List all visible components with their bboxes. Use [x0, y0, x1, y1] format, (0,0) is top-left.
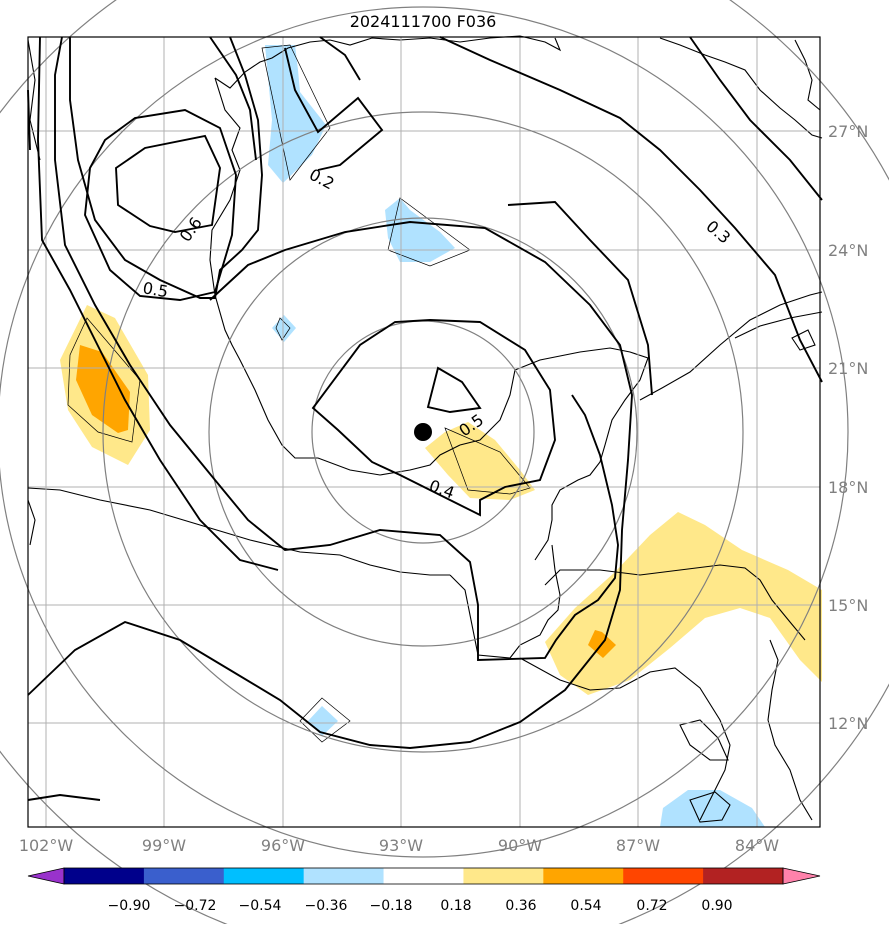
- lon-label: 102°W: [19, 836, 74, 855]
- colorbar-frame: [63, 867, 784, 885]
- lon-label: 96°W: [261, 836, 305, 855]
- colorbar-segment: [383, 868, 464, 884]
- colorbar-tick-label: 0.90: [701, 898, 732, 914]
- colorbar-tick-label: −0.54: [239, 898, 282, 914]
- lon-label: 84°W: [735, 836, 779, 855]
- colorbar-tick-label: 0.54: [570, 898, 601, 914]
- contour: [284, 47, 384, 171]
- colorbar-segment: [543, 868, 624, 884]
- lat-label: 27°N: [828, 122, 868, 141]
- colorbar-segment: [623, 868, 704, 884]
- contour: [426, 366, 482, 413]
- contour: [84, 109, 237, 301]
- lon-label: 93°W: [379, 836, 423, 855]
- colorbar-segment: [223, 868, 305, 884]
- colorbar: −0.90 −0.72 −0.54 −0.36 −0.18 0.18 0.36 …: [27, 867, 821, 914]
- negative-anomaly-patch: [660, 790, 765, 827]
- contour: [507, 201, 653, 396]
- range-ring: [0, 6, 849, 858]
- cuba-coastline: [639, 291, 823, 401]
- west-pacific-coastline: [27, 499, 36, 546]
- contour-label: 0.5: [141, 278, 169, 301]
- colorbar-tick-label: 0.36: [505, 898, 536, 914]
- colorbar-tick-label: −0.36: [305, 898, 348, 914]
- colorbar-tick-label: −0.90: [108, 898, 151, 914]
- negative-anomaly-patch: [385, 198, 455, 262]
- central-america-pacific-coast: [519, 657, 731, 821]
- florida-coastline: [659, 37, 823, 139]
- contour: [439, 36, 823, 383]
- colorbar-extend-low: [27, 867, 65, 885]
- contour: [689, 36, 823, 201]
- colorbar-segments: [27, 867, 821, 885]
- mexico-gulf-coastline: [209, 77, 461, 476]
- fill-outline: [387, 197, 471, 267]
- lat-label: 12°N: [828, 714, 868, 733]
- lon-label: 87°W: [616, 836, 660, 855]
- contour: [209, 36, 257, 161]
- contour: [37, 36, 279, 571]
- shaded-fields: [60, 44, 822, 827]
- negative-anomaly-patch: [265, 45, 326, 183]
- contour: [27, 221, 633, 749]
- latitude-labels: 27°N 24°N 21°N 18°N 15°N 12°N: [828, 122, 868, 733]
- fill-outline: [299, 697, 351, 743]
- lat-label: 24°N: [828, 241, 868, 260]
- lon-label: 90°W: [498, 836, 542, 855]
- island-outline: [791, 329, 816, 351]
- positive-anomaly-patch: [545, 512, 822, 695]
- contour: [54, 36, 619, 661]
- contour: [311, 319, 556, 517]
- lat-label: 21°N: [828, 359, 868, 378]
- lon-label: 99°W: [142, 836, 186, 855]
- contour: [69, 36, 263, 299]
- mexico-pacific-coastline: [27, 487, 450, 576]
- range-ring: [102, 111, 744, 753]
- colorbar-tick-label: −0.72: [174, 898, 217, 914]
- contour: [319, 36, 361, 81]
- fill-outline: [275, 317, 291, 341]
- contour: [115, 134, 221, 233]
- fill-outline: [261, 44, 331, 181]
- coast-fragment: [689, 791, 731, 823]
- figure-title: 2024111700 F036: [350, 12, 497, 31]
- colorbar-tick-label: 0.72: [636, 898, 667, 914]
- west-coastline: [27, 39, 41, 161]
- florida-east-coast: [794, 39, 821, 111]
- colorbar-segment: [303, 868, 385, 884]
- colorbar-segment: [143, 868, 225, 884]
- cuba-south-coastline: [734, 311, 823, 339]
- strong-positive-anomaly-patch: [76, 345, 130, 433]
- colorbar-tick-label: −0.18: [370, 898, 413, 914]
- lake-outline: [679, 719, 729, 761]
- storm-center-marker: [414, 423, 432, 441]
- colorbar-segment: [463, 868, 544, 884]
- contour-lines: [27, 36, 823, 801]
- contour: [27, 794, 101, 801]
- map-frame: [27, 36, 821, 828]
- longitude-labels: 102°W 99°W 96°W 93°W 90°W 87°W 84°W: [19, 836, 779, 855]
- colorbar-tick-labels: −0.90 −0.72 −0.54 −0.36 −0.18 0.18 0.36 …: [108, 898, 733, 914]
- lat-label: 15°N: [828, 596, 868, 615]
- colorbar-segment: [64, 868, 145, 884]
- colombia-coast: [767, 639, 813, 821]
- colorbar-extend-high: [782, 867, 821, 885]
- positive-anomaly-patch: [425, 422, 535, 500]
- colorbar-tick-label: 0.18: [440, 898, 471, 914]
- negative-anomaly-patch: [272, 315, 296, 342]
- lat-label: 18°N: [828, 478, 868, 497]
- range-ring: [208, 217, 638, 647]
- colorbar-segment: [703, 868, 784, 884]
